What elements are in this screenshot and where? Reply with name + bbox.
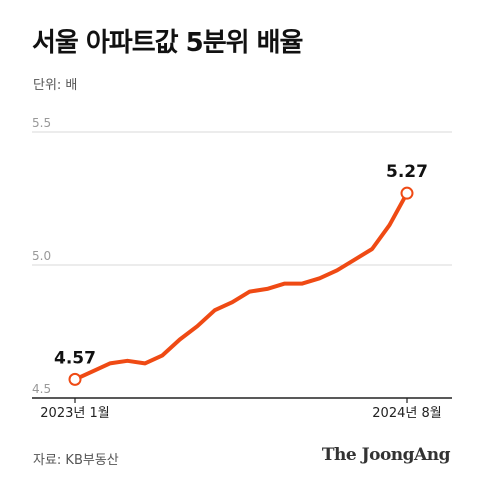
unit-label: 단위: 배 xyxy=(33,78,78,93)
x-tick-label-last: 2024년 8월 xyxy=(372,406,441,421)
y-tick-label: 4.5 xyxy=(32,382,51,396)
publisher-logo: The JoongAng xyxy=(321,445,451,465)
data-label: 4.57 xyxy=(54,348,96,368)
data-point-marker xyxy=(68,372,82,386)
data-label: 5.27 xyxy=(386,162,428,182)
series-line xyxy=(73,191,409,382)
y-tick-label: 5.0 xyxy=(32,249,51,263)
source-label: 자료: KB부동산 xyxy=(33,453,119,468)
chart-title: 서울 아파트값 5분위 배율 xyxy=(32,28,303,58)
x-tick-label-first: 2023년 1월 xyxy=(40,406,109,421)
y-tick-label: 5.5 xyxy=(32,116,51,130)
data-point-marker xyxy=(400,186,414,200)
